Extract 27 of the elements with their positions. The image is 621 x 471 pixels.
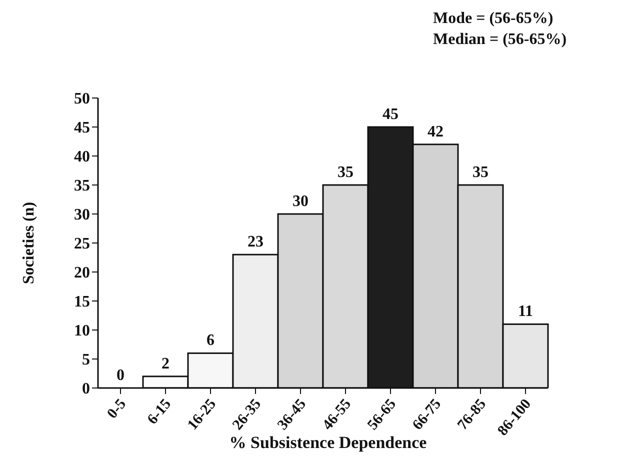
x-axis-title: % Subsistence Dependence (229, 433, 427, 452)
data-label: 35 (472, 164, 488, 181)
data-label: 2 (162, 355, 170, 372)
text: Median = (56-65%) (433, 30, 567, 50)
y-tick-label: 25 (74, 236, 90, 253)
data-label: 0 (116, 367, 124, 384)
y-axis-title: Societies (n) (20, 202, 38, 284)
y-tick-label: 30 (74, 206, 90, 224)
x-tick-label: 6-15 (144, 396, 175, 428)
data-label: 45 (382, 106, 398, 123)
data-label: 11 (518, 303, 534, 320)
y-tick-label: 0 (82, 380, 90, 398)
y-tick-label: 5 (82, 352, 90, 369)
data-label: 30 (292, 193, 308, 210)
y-tick-label: 45 (74, 120, 90, 137)
y-tick-label: 10 (74, 322, 90, 340)
y-tick-label: 40 (74, 148, 90, 166)
text: Mode = (56-65%) (433, 9, 554, 29)
x-tick-label: 0-5 (104, 396, 130, 422)
data-label: 35 (338, 164, 354, 181)
data-label: 42 (428, 123, 444, 140)
y-tick-label: 15 (74, 294, 90, 311)
data-label: 6 (206, 332, 214, 350)
y-tick-label: 50 (74, 90, 90, 108)
y-tick-label: 20 (74, 264, 90, 282)
y-tick-label: 35 (74, 178, 90, 195)
data-label: 23 (248, 234, 264, 251)
